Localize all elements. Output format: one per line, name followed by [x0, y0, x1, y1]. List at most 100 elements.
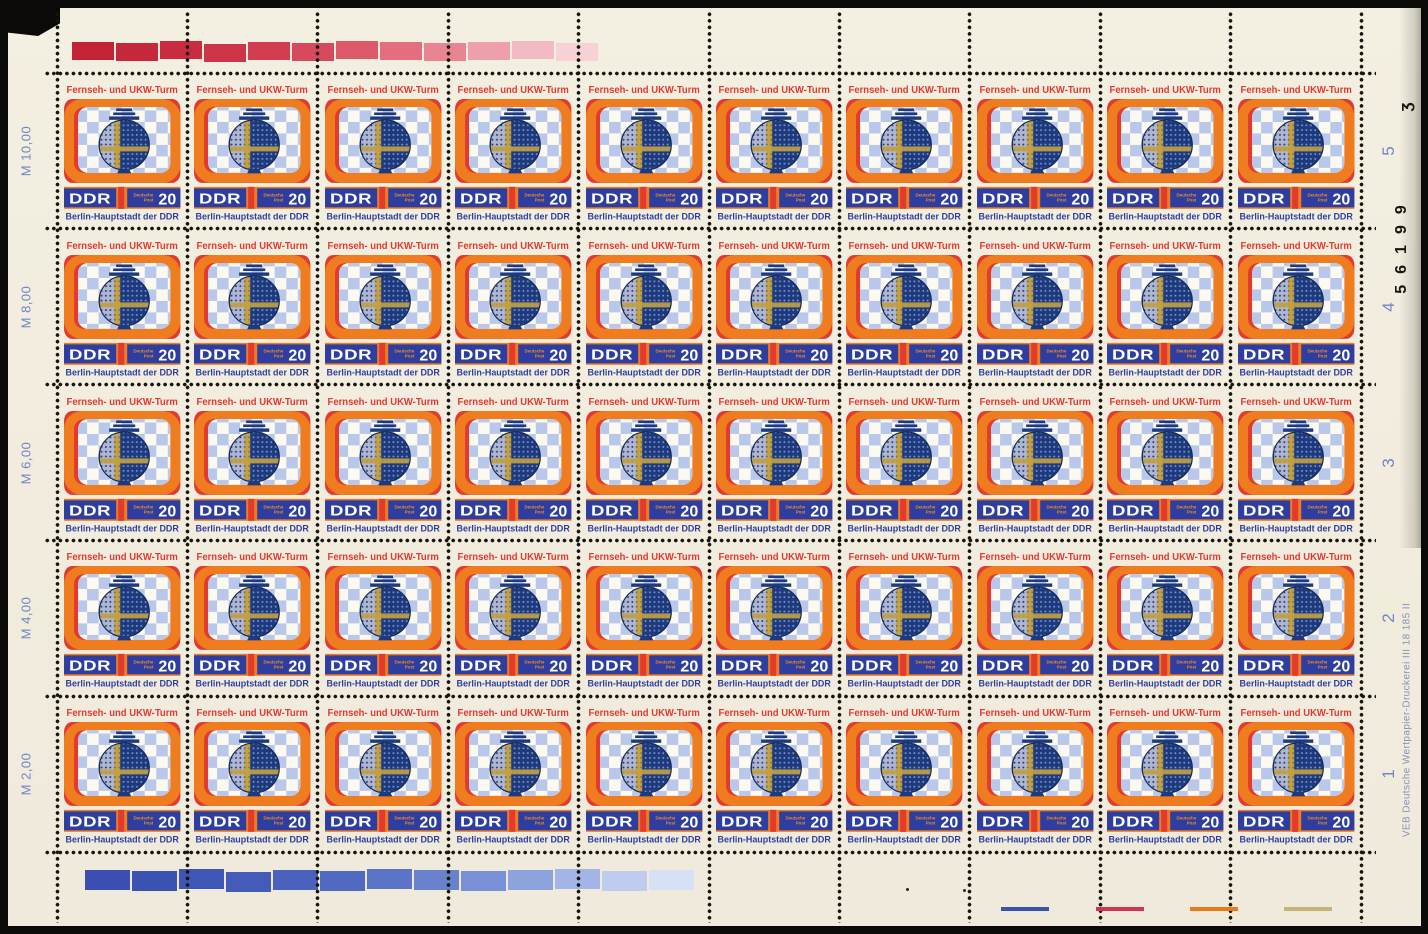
denomination: 20 — [941, 503, 959, 520]
country-name: DDR — [591, 503, 633, 519]
ddr-panel — [455, 655, 508, 675]
country-name: DDR — [851, 503, 893, 519]
perforation-column — [1096, 11, 1104, 923]
stamp: Fernseh- und UKW-Turm — [976, 708, 1094, 844]
stamp: Fernseh- und UKW-Turm — [64, 397, 181, 533]
post-label-line1: Deutsche — [655, 192, 675, 197]
value-band: DDR Deutsche Post 20 — [1237, 810, 1354, 833]
tv-tower-sphere — [489, 264, 542, 330]
tv-tower-sphere — [228, 264, 281, 330]
post-label-line1: Deutsche — [655, 660, 675, 665]
tv-frame-graphic — [64, 410, 181, 495]
color-bar-segment — [602, 871, 647, 891]
value-band: DDR Deutsche Post 20 — [976, 498, 1094, 521]
value-panel — [909, 344, 963, 364]
stamp-title: Fernseh- und UKW-Turm — [327, 85, 438, 96]
sheet-serial-number: 56199 — [1393, 194, 1410, 294]
post-label-line2: Post — [144, 197, 154, 202]
denomination: 20 — [680, 815, 698, 832]
value-panel — [1040, 499, 1094, 519]
color-bar-segment — [380, 42, 422, 60]
stamp: Fernseh- und UKW-Turm — [194, 552, 311, 689]
denomination: 20 — [419, 815, 437, 832]
tv-frame-graphic — [1107, 566, 1224, 651]
stamp-caption: Berlin-Hauptstadt der DDR — [326, 679, 440, 689]
value-panel — [1040, 811, 1094, 831]
stamp-caption: Berlin-Hauptstadt der DDR — [587, 835, 701, 845]
post-label-line2: Post — [926, 353, 936, 358]
stamp-caption: Berlin-Hauptstadt der DDR — [1109, 679, 1223, 689]
post-label-line1: Deutsche — [916, 192, 936, 197]
denomination: 20 — [1071, 659, 1089, 676]
tv-tower-sphere — [620, 731, 672, 797]
tv-tower-sphere — [1011, 575, 1063, 641]
tv-frame-graphic — [716, 410, 833, 495]
denomination: 20 — [680, 347, 698, 364]
tv-frame-graphic — [1237, 722, 1354, 807]
tv-frame-graphic — [1237, 410, 1354, 495]
post-label-line1: Deutsche — [133, 348, 153, 353]
country-name: DDR — [1112, 347, 1154, 363]
post-label-line1: Deutsche — [394, 660, 414, 665]
value-band: DDR Deutsche Post 20 — [455, 342, 572, 365]
tv-tower-sphere — [228, 575, 281, 641]
post-label-line2: Post — [274, 821, 284, 826]
post-label-line1: Deutsche — [785, 348, 805, 353]
post-label-line2: Post — [144, 821, 154, 826]
post-label-line2: Post — [405, 353, 415, 358]
country-name: DDR — [982, 659, 1024, 675]
tv-frame-graphic — [976, 410, 1094, 495]
denomination: 20 — [1332, 191, 1350, 208]
country-name: DDR — [460, 659, 502, 675]
value-panel — [127, 188, 181, 208]
value-band: DDR Deutsche Post 20 — [1237, 342, 1354, 365]
stamp: Fernseh- und UKW-Turm — [194, 708, 311, 844]
tv-tower-sphere — [1272, 264, 1324, 330]
value-band: DDR Deutsche Post 20 — [716, 342, 833, 365]
value-panel — [127, 811, 181, 831]
stamp: Fernseh- und UKW-Turm — [846, 552, 963, 689]
post-label-line2: Post — [1187, 821, 1197, 826]
ddr-panel — [324, 344, 377, 364]
tv-tower-sphere — [1272, 420, 1324, 485]
value-panel — [1300, 188, 1354, 208]
country-name: DDR — [721, 659, 763, 675]
stamp-caption: Berlin-Hauptstadt der DDR — [718, 523, 832, 533]
denomination: 20 — [810, 659, 828, 676]
denomination: 20 — [941, 347, 959, 364]
tv-tower-sphere — [489, 575, 542, 641]
ddr-panel — [64, 344, 117, 364]
stamp: Fernseh- und UKW-Turm — [194, 241, 311, 377]
country-name: DDR — [330, 815, 372, 831]
color-bar-segment — [72, 42, 114, 60]
ddr-panel — [64, 655, 117, 675]
post-label-line2: Post — [1317, 509, 1327, 514]
value-panel — [518, 188, 572, 208]
stamp-caption: Berlin-Hauptstadt der DDR — [587, 367, 701, 377]
denomination: 20 — [419, 503, 437, 520]
tv-frame-graphic — [1107, 410, 1224, 495]
value-panel — [1040, 655, 1094, 675]
stamp-title: Fernseh- und UKW-Turm — [588, 708, 699, 719]
value-band: DDR Deutsche Post 20 — [846, 342, 963, 365]
value-panel — [779, 188, 833, 208]
value-panel — [518, 811, 572, 831]
country-name: DDR — [721, 815, 763, 831]
tv-frame-graphic — [455, 722, 572, 807]
margin-value-label: M 8,00 — [18, 285, 34, 329]
country-name: DDR — [199, 815, 241, 831]
tv-frame-graphic — [976, 566, 1094, 651]
post-label-line1: Deutsche — [133, 816, 153, 821]
tv-frame-graphic — [194, 566, 311, 651]
value-panel — [518, 655, 572, 675]
tv-frame-graphic — [455, 254, 572, 339]
stamp-title: Fernseh- und UKW-Turm — [979, 85, 1090, 96]
stamp-title: Fernseh- und UKW-Turm — [1240, 552, 1351, 563]
post-label-line1: Deutsche — [785, 504, 805, 509]
value-panel — [1170, 188, 1224, 208]
ddr-panel — [194, 655, 247, 675]
stamp-title: Fernseh- und UKW-Turm — [1110, 552, 1221, 563]
sheet-corner-notch — [8, 8, 60, 36]
post-label-line2: Post — [535, 197, 545, 202]
post-label-line2: Post — [1187, 353, 1197, 358]
